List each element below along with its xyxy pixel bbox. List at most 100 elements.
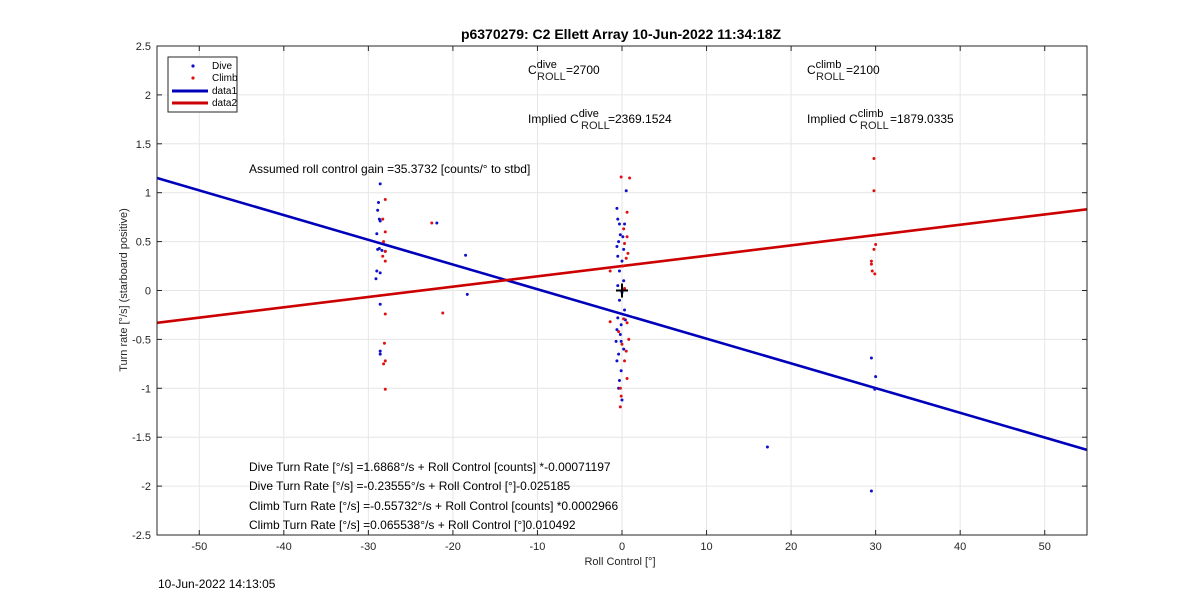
climb-point [381, 217, 385, 221]
dive-point [869, 489, 873, 493]
dive-point [622, 279, 626, 283]
x-tick-label: -10 [530, 541, 546, 553]
climb-point [869, 259, 873, 263]
dive-point [378, 349, 382, 353]
c-climb-annotation: Cclimb [807, 59, 841, 77]
climb-point [382, 341, 386, 345]
dive-point [869, 356, 873, 360]
c-climb-value: =2100 [846, 63, 880, 77]
footer-timestamp: 10-Jun-2022 14:13:05 [158, 577, 276, 591]
climb-point [441, 311, 445, 315]
dive-point [615, 328, 619, 332]
dive-point [378, 219, 382, 223]
climb-point [383, 312, 387, 316]
climb-point [624, 256, 628, 260]
climb-point [618, 405, 622, 409]
dive-point [375, 269, 379, 273]
dive-point [376, 208, 380, 212]
climb-point [872, 247, 876, 251]
x-tick-label: -50 [191, 541, 207, 553]
origin-marker [616, 283, 628, 298]
fit-line-data1 [156, 176, 1088, 452]
x-tick-label: -20 [445, 541, 461, 553]
x-axis-label: Roll Control [°] [584, 556, 655, 568]
dive-point [375, 232, 379, 236]
climb-point [619, 394, 623, 398]
climb-point [383, 359, 387, 363]
c-dive-value: =2700 [566, 63, 600, 77]
climb-point [869, 262, 873, 266]
y-tick-label: -2 [141, 481, 151, 493]
climb-point [617, 330, 621, 334]
x-tick-label: 20 [785, 541, 797, 553]
x-tick-label: -30 [360, 541, 376, 553]
climb-eq-counts: Climb Turn Rate [°/s] =-0.55732°/s + Rol… [249, 499, 618, 513]
y-tick-label: 2.5 [136, 41, 151, 53]
dive-point [617, 222, 621, 226]
dive-point [378, 352, 382, 356]
dive-point [619, 339, 623, 343]
dive-point [620, 398, 624, 402]
dive-eq-degrees: Dive Turn Rate [°/s] =-0.23555°/s + Roll… [249, 479, 571, 493]
y-tick-label: -1.5 [132, 432, 151, 444]
y-tick-label: 0 [145, 286, 151, 298]
implied-c-climb-annotation: Implied Cclimb [807, 108, 883, 126]
dive-point [616, 217, 620, 221]
climb-point [626, 251, 630, 255]
x-tick-label: 0 [619, 541, 625, 553]
legend-dive-label: Dive [212, 61, 232, 72]
implied-c-climb-subscript: ROLL [860, 120, 889, 132]
climb-point [382, 240, 386, 244]
climb-point [623, 359, 627, 363]
climb-point [621, 264, 625, 268]
dive-point [617, 378, 621, 382]
implied-c-dive-subscript: ROLL [581, 120, 610, 132]
implied-c-climb-value: =1879.0335 [890, 112, 954, 126]
dive-point [874, 375, 878, 379]
climb-eq-degrees: Climb Turn Rate [°/s] =0.065538°/s + Rol… [249, 518, 576, 532]
dive-point [617, 269, 621, 273]
dive-point [616, 254, 620, 258]
climb-point [383, 230, 387, 234]
climb-point [618, 386, 622, 390]
climb-point [382, 362, 386, 366]
climb-point [874, 243, 878, 247]
dive-point [623, 308, 627, 312]
x-tick-label: 30 [870, 541, 882, 553]
climb-point [383, 198, 387, 202]
c-dive-annotation: Cdive [528, 59, 557, 77]
dive-point [618, 233, 622, 237]
dive-point [617, 298, 621, 302]
climb-point [608, 269, 612, 273]
climb-point [872, 189, 876, 193]
dive-point [378, 182, 382, 186]
dive-point [615, 206, 619, 210]
y-axis-label: Turn rate [°/s] (starboard positive) [118, 208, 130, 372]
legend-climb-label: Climb [212, 73, 238, 84]
y-tick-label: 2 [145, 90, 151, 102]
climb-point [624, 349, 628, 353]
climb-point [383, 259, 387, 263]
dive-point [435, 221, 439, 225]
dive-point [618, 333, 622, 337]
climb-point [623, 287, 627, 291]
climb-point [623, 242, 627, 246]
climb-point [873, 272, 877, 276]
dive-point [374, 277, 378, 281]
climb-point [625, 377, 629, 381]
x-axis-ticks: -50 -40 -30 -20 -10 0 10 20 30 40 50 [191, 46, 1051, 553]
climb-point [625, 321, 629, 325]
legend-data2-label: data2 [212, 98, 237, 109]
climb-point [619, 175, 623, 179]
y-tick-label: 1 [145, 188, 151, 200]
climb-point [628, 176, 632, 180]
dive-point [623, 222, 627, 226]
dive-point [624, 189, 628, 193]
implied-c-dive-annotation: Implied Cdive [528, 108, 599, 126]
legend-climb-marker [191, 76, 195, 80]
dive-point [617, 240, 621, 244]
dive-point [622, 247, 626, 251]
x-tick-label: 50 [1039, 541, 1051, 553]
data-points [374, 156, 878, 493]
